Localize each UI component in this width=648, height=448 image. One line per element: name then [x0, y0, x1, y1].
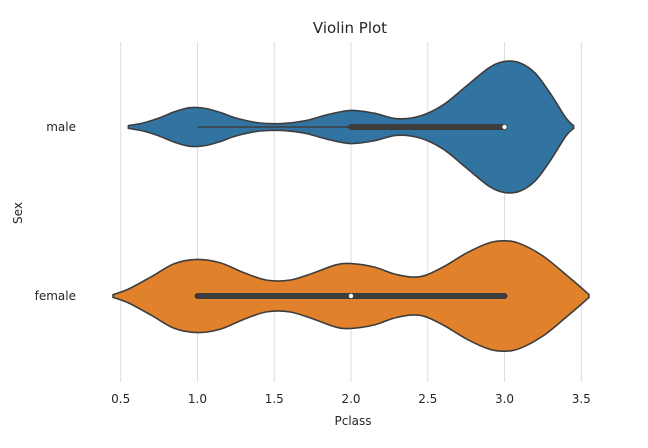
x-tick-label: 2.0	[341, 392, 360, 406]
y-category-labels: male female	[35, 120, 76, 303]
x-tick-labels: 0.5 1.0 1.5 2.0 2.5 3.0 3.5	[111, 392, 591, 406]
median-point-male	[502, 124, 507, 130]
x-tick-label: 3.0	[495, 392, 514, 406]
median-point-female	[348, 293, 354, 299]
x-tick-label: 3.5	[572, 392, 591, 406]
x-tick-label: 1.0	[188, 392, 207, 406]
inner-boxplots	[194, 124, 508, 299]
x-tick-label: 2.5	[418, 392, 437, 406]
y-axis-label: Sex	[11, 202, 25, 224]
y-tick-label-female: female	[35, 289, 76, 303]
x-tick-label: 0.5	[111, 392, 130, 406]
chart-title: Violin Plot	[313, 19, 387, 37]
x-axis-label: Pclass	[334, 414, 371, 428]
x-tick-label: 1.5	[265, 392, 284, 406]
y-tick-label-male: male	[46, 120, 76, 134]
